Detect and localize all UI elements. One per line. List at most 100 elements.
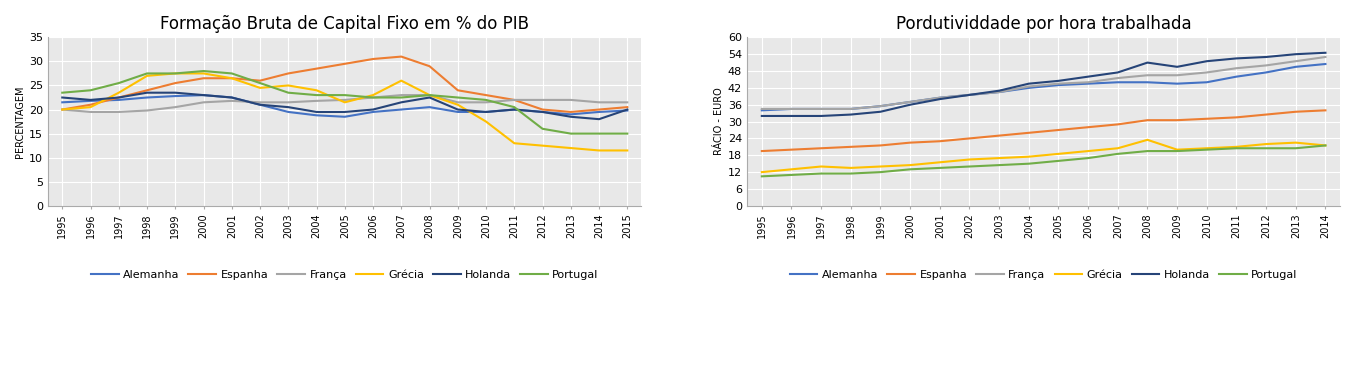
França [932, 95, 948, 100]
Alemanha [932, 95, 948, 100]
Grécia [167, 71, 184, 76]
Holanda [252, 102, 269, 107]
Grécia [563, 146, 579, 150]
Holanda [1169, 64, 1185, 69]
Grécia [1199, 146, 1216, 150]
Espanha [962, 136, 978, 141]
Holanda [783, 114, 800, 118]
Holanda [991, 88, 1007, 93]
Holanda [962, 93, 978, 97]
Alemanha [224, 95, 240, 100]
Espanha [1110, 122, 1126, 126]
Portugal [591, 131, 608, 136]
Holanda [1021, 82, 1037, 86]
Line: Grécia: Grécia [62, 74, 627, 150]
Line: Espanha: Espanha [62, 57, 627, 112]
Espanha [1169, 118, 1185, 122]
Alemanha [336, 114, 353, 119]
Holanda [814, 114, 830, 118]
Grécia [591, 148, 608, 153]
Title: Pordutividdade por hora trabalhada: Pordutividdade por hora trabalhada [896, 15, 1191, 33]
Alemanha [1021, 86, 1037, 90]
Holanda [1050, 78, 1066, 83]
Espanha [280, 71, 296, 76]
Espanha [814, 146, 830, 150]
Espanha [195, 76, 211, 80]
Espanha [54, 107, 70, 112]
Espanha [111, 95, 128, 100]
Grécia [365, 93, 381, 98]
Portugal [1139, 149, 1155, 153]
Alemanha [814, 107, 830, 111]
Espanha [167, 81, 184, 85]
Grécia [139, 74, 155, 78]
Portugal [54, 90, 70, 95]
Portugal [1021, 162, 1037, 166]
Espanha [1021, 131, 1037, 135]
Portugal [1169, 149, 1185, 153]
Alemanha [139, 95, 155, 100]
Grécia [1287, 140, 1303, 145]
Portugal [1199, 147, 1216, 152]
Alemanha [477, 110, 494, 114]
Line: Holanda: Holanda [62, 93, 627, 119]
Espanha [1139, 118, 1155, 122]
Espanha [82, 102, 99, 107]
Portugal [167, 71, 184, 76]
França [365, 95, 381, 100]
Portugal [619, 131, 635, 136]
Grécia [873, 164, 889, 169]
Alemanha [591, 110, 608, 114]
Portugal [842, 171, 859, 176]
Espanha [421, 64, 438, 69]
Alemanha [753, 108, 770, 113]
França [280, 100, 296, 105]
Portugal [1110, 152, 1126, 156]
Line: Grécia: Grécia [761, 140, 1325, 172]
França [591, 100, 608, 105]
Holanda [195, 93, 211, 98]
Legend: Alemanha, Espanha, França, Grécia, Holanda, Portugal: Alemanha, Espanha, França, Grécia, Holan… [86, 266, 604, 285]
Grécia [392, 78, 409, 83]
França [842, 107, 859, 111]
Alemanha [1050, 83, 1066, 87]
Alemanha [506, 107, 523, 112]
Portugal [873, 170, 889, 174]
Portugal [1317, 143, 1334, 148]
Espanha [309, 66, 325, 71]
Grécia [842, 166, 859, 170]
Holanda [534, 110, 550, 114]
França [534, 98, 550, 102]
França [139, 108, 155, 113]
França [421, 93, 438, 98]
Holanda [280, 105, 296, 109]
Portugal [252, 81, 269, 85]
Holanda [309, 110, 325, 114]
Holanda [901, 102, 918, 107]
Alemanha [1139, 80, 1155, 85]
Grécia [1080, 149, 1096, 153]
Alemanha [783, 107, 800, 111]
Line: França: França [62, 95, 627, 112]
França [1258, 63, 1275, 68]
Espanha [1228, 115, 1244, 120]
Grécia [421, 93, 438, 98]
Alemanha [563, 112, 579, 117]
Alemanha [111, 98, 128, 102]
Portugal [506, 105, 523, 109]
França [477, 100, 494, 105]
Portugal [563, 131, 579, 136]
Grécia [111, 90, 128, 95]
Grécia [1317, 143, 1334, 148]
Grécia [54, 107, 70, 112]
Alemanha [82, 99, 99, 103]
Espanha [365, 57, 381, 61]
Grécia [932, 160, 948, 165]
Portugal [139, 71, 155, 76]
Holanda [619, 107, 635, 112]
Espanha [753, 149, 770, 153]
Y-axis label: PERCENTAGEM: PERCENTAGEM [15, 85, 25, 158]
França [1050, 82, 1066, 86]
Holanda [591, 117, 608, 122]
Portugal [1228, 146, 1244, 150]
